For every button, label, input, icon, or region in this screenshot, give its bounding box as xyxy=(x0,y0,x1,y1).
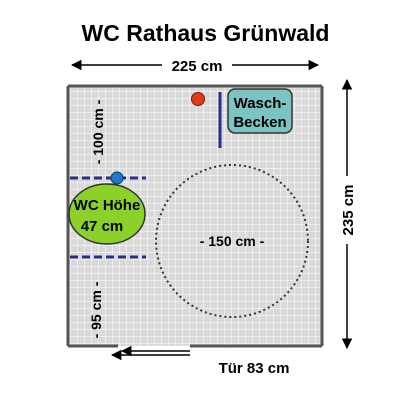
width-label-bg xyxy=(162,52,232,76)
lower-clearance-label: - 95 cm - xyxy=(88,281,104,338)
height-label: 235 cm xyxy=(340,185,357,236)
height-label-bg xyxy=(334,176,360,244)
room-walls xyxy=(66,84,324,348)
wc-flush-button xyxy=(110,171,124,185)
sink xyxy=(227,88,293,134)
sink-label-line2: Becken xyxy=(233,114,286,131)
turning-circle xyxy=(155,164,309,318)
page-title: WC Rathaus Grünwald xyxy=(81,20,330,46)
door-label: Tür 83 cm xyxy=(219,360,290,377)
alarm-button xyxy=(191,92,205,106)
wc-label-line2: 47 cm xyxy=(81,218,124,235)
wc-toilet xyxy=(68,183,146,245)
upper-clearance-label: - 100 cm - xyxy=(90,99,106,164)
wc-label-line1: WC Höhe xyxy=(74,197,141,214)
sink-label-line1: Wasch- xyxy=(234,95,287,112)
turning-circle-label: - 150 cm - xyxy=(200,233,265,249)
width-label: 225 cm xyxy=(172,58,223,75)
